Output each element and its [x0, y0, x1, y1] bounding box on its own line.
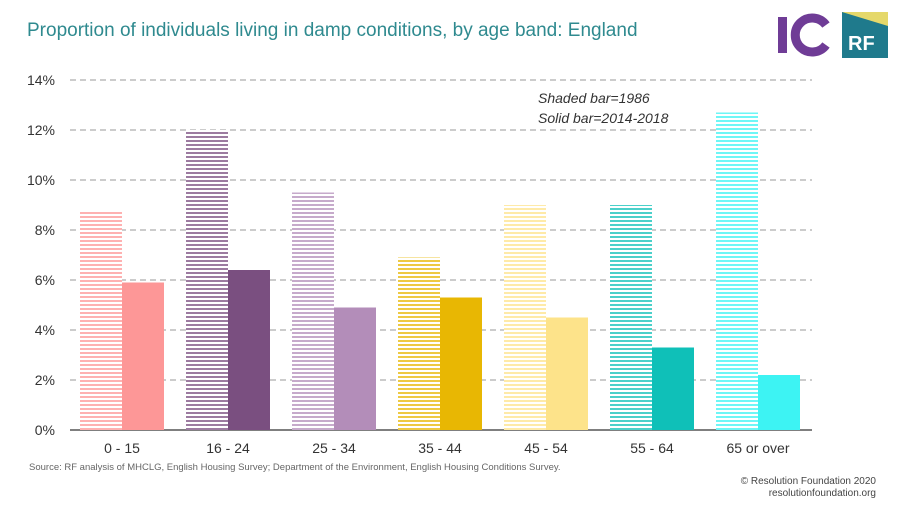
rf-logo: RF — [842, 12, 888, 58]
bar-solid — [440, 297, 482, 430]
y-tick-label: 10% — [27, 172, 55, 188]
bar-shaded — [398, 257, 440, 430]
ic-logo — [778, 13, 830, 57]
website: resolutionfoundation.org — [768, 488, 876, 499]
y-tick-label: 4% — [35, 322, 55, 338]
bar-solid — [652, 347, 694, 430]
y-tick-label: 8% — [35, 222, 55, 238]
source-note: Source: RF analysis of MHCLG, English Ho… — [29, 462, 561, 473]
bar-solid — [122, 282, 164, 430]
y-tick-label: 0% — [35, 422, 55, 438]
x-tick-label: 0 - 15 — [104, 440, 140, 456]
credit: © Resolution Foundation 2020 resolutionf… — [741, 476, 876, 500]
legend-note-2014: Solid bar=2014-2018 — [538, 110, 669, 126]
y-tick-label: 14% — [27, 72, 55, 88]
bar-shaded — [610, 205, 652, 430]
bar-shaded — [716, 112, 758, 430]
y-tick-label: 12% — [27, 122, 55, 138]
bar-shaded — [292, 192, 334, 430]
x-tick-label: 65 or over — [726, 440, 789, 456]
legend-note-1986: Shaded bar=1986 — [538, 90, 650, 106]
x-tick-label: 45 - 54 — [524, 440, 568, 456]
x-tick-label: 55 - 64 — [630, 440, 674, 456]
bar-solid — [546, 317, 588, 430]
bar-solid — [334, 307, 376, 430]
y-tick-label: 2% — [35, 372, 55, 388]
bar-shaded — [504, 205, 546, 430]
x-tick-label: 35 - 44 — [418, 440, 462, 456]
chart-title: Proportion of individuals living in damp… — [27, 20, 638, 41]
x-tick-label: 16 - 24 — [206, 440, 250, 456]
svg-text:RF: RF — [848, 33, 875, 55]
bar-solid — [228, 270, 270, 430]
bar-solid — [758, 375, 800, 430]
bar-shaded — [186, 130, 228, 430]
y-tick-label: 6% — [35, 272, 55, 288]
bar-shaded — [80, 210, 122, 430]
copyright: © Resolution Foundation 2020 — [740, 476, 876, 487]
x-tick-label: 25 - 34 — [312, 440, 356, 456]
